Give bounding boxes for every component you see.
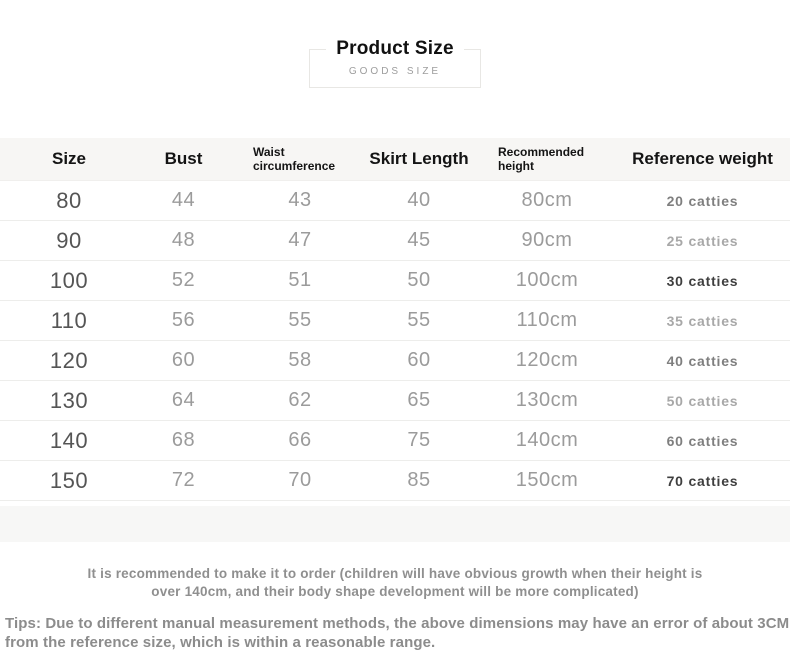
table-cell: 55 xyxy=(288,309,312,331)
table-cell: 110cm xyxy=(516,309,578,331)
column-header: Size xyxy=(0,149,126,169)
table-cell: 140 xyxy=(49,427,89,453)
tips-note: Tips: Due to different manual measuremen… xyxy=(0,614,790,652)
table-row: 90 48 47 45 90cm 25 catties xyxy=(0,221,790,261)
table-cell: 68 xyxy=(171,429,196,451)
table-cell: 140cm xyxy=(515,429,579,451)
table-cell: 75 xyxy=(407,429,431,451)
table-cell: 66 xyxy=(288,429,312,451)
table-cell: 62 xyxy=(288,389,312,411)
table-cell: 65 xyxy=(407,389,431,411)
column-header: Reference weight xyxy=(615,149,790,169)
table-cell: 44 xyxy=(171,189,196,211)
tips-note-line2: from the reference size, which is within… xyxy=(5,634,436,651)
column-header-label: Reference weight xyxy=(632,149,773,168)
size-table: Size Bust Waist circumference Skirt Length R… xyxy=(0,138,790,501)
column-header-label: Recommended height xyxy=(498,145,585,173)
table-cell: 30 catties xyxy=(666,272,739,289)
table-cell: 80 xyxy=(56,187,82,213)
table-header-row: Size Bust Waist circumference Skirt Length R… xyxy=(0,138,790,181)
table-cell: 70 catties xyxy=(666,472,739,489)
recommendation-note-line2: over 140cm, and their body shape develop… xyxy=(151,584,639,599)
table-cell: 60 xyxy=(171,349,196,371)
table-cell: 120cm xyxy=(515,349,579,371)
column-header: Skirt Length xyxy=(359,149,479,169)
table-cell: 130cm xyxy=(515,389,579,411)
column-header: Bust xyxy=(126,149,241,169)
column-header: Recommended height xyxy=(479,145,615,173)
table-row: 100 52 51 50 100cm 30 catties xyxy=(0,261,790,301)
table-cell: 55 xyxy=(407,309,431,331)
table-cell: 150cm xyxy=(515,469,579,491)
table-cell: 120 xyxy=(49,347,89,373)
table-cell: 50 catties xyxy=(666,392,739,409)
column-header: Waist circumference xyxy=(241,145,359,173)
table-cell: 56 xyxy=(171,309,196,331)
table-row: 110 56 55 55 110cm 35 catties xyxy=(0,301,790,341)
table-cell: 80cm xyxy=(521,189,573,211)
tips-note-line1: Tips: Due to different manual measuremen… xyxy=(5,615,790,632)
table-cell: 130 xyxy=(49,387,89,413)
table-cell: 90 xyxy=(56,227,82,253)
table-cell: 150 xyxy=(49,467,89,493)
table-cell: 100 xyxy=(49,267,89,293)
table-cell: 52 xyxy=(171,269,196,291)
table-cell: 70 xyxy=(288,469,312,491)
title-area: Product Size GOODS SIZE xyxy=(0,38,790,88)
table-cell: 40 catties xyxy=(666,352,739,369)
recommendation-note: It is recommended to make it to order (c… xyxy=(0,565,790,601)
table-row: 140 68 66 75 140cm 60 catties xyxy=(0,421,790,461)
table-cell: 43 xyxy=(288,189,312,211)
column-header-label: Size xyxy=(51,149,87,168)
table-cell: 48 xyxy=(171,229,196,251)
page-title: Product Size xyxy=(326,38,464,60)
table-cell: 58 xyxy=(288,349,312,371)
column-header-label: Skirt Length xyxy=(369,149,469,168)
table-footer-band xyxy=(0,506,790,542)
table-cell: 85 xyxy=(407,469,431,491)
table-body: 80 44 43 40 80cm 20 catties 90 48 47 45 90cm 25 cat… xyxy=(0,181,790,501)
title-box: Product Size GOODS SIZE xyxy=(309,38,481,88)
table-cell: 25 catties xyxy=(666,232,739,249)
table-cell: 51 xyxy=(288,269,312,291)
table-cell: 35 catties xyxy=(666,312,739,329)
table-cell: 60 catties xyxy=(666,432,739,449)
table-row: 120 60 58 60 120cm 40 catties xyxy=(0,341,790,381)
table-row: 130 64 62 65 130cm 50 catties xyxy=(0,381,790,421)
table-cell: 20 catties xyxy=(666,192,739,209)
table-cell: 100cm xyxy=(515,269,579,291)
table-row: 80 44 43 40 80cm 20 catties xyxy=(0,181,790,221)
table-cell: 90cm xyxy=(521,229,573,251)
table-cell: 110 xyxy=(50,307,88,333)
table-cell: 50 xyxy=(407,269,431,291)
recommendation-note-line1: It is recommended to make it to order (c… xyxy=(87,566,703,581)
table-cell: 64 xyxy=(171,389,196,411)
table-cell: 60 xyxy=(407,349,431,371)
column-header-label: Bust xyxy=(164,149,203,168)
table-cell: 72 xyxy=(171,469,196,491)
column-header-label: Waist circumference xyxy=(253,145,336,173)
table-cell: 47 xyxy=(288,229,312,251)
page-subtitle: GOODS SIZE xyxy=(348,66,442,77)
table-row: 150 72 70 85 150cm 70 catties xyxy=(0,461,790,501)
table-cell: 45 xyxy=(407,229,431,251)
table-cell: 40 xyxy=(407,189,431,211)
